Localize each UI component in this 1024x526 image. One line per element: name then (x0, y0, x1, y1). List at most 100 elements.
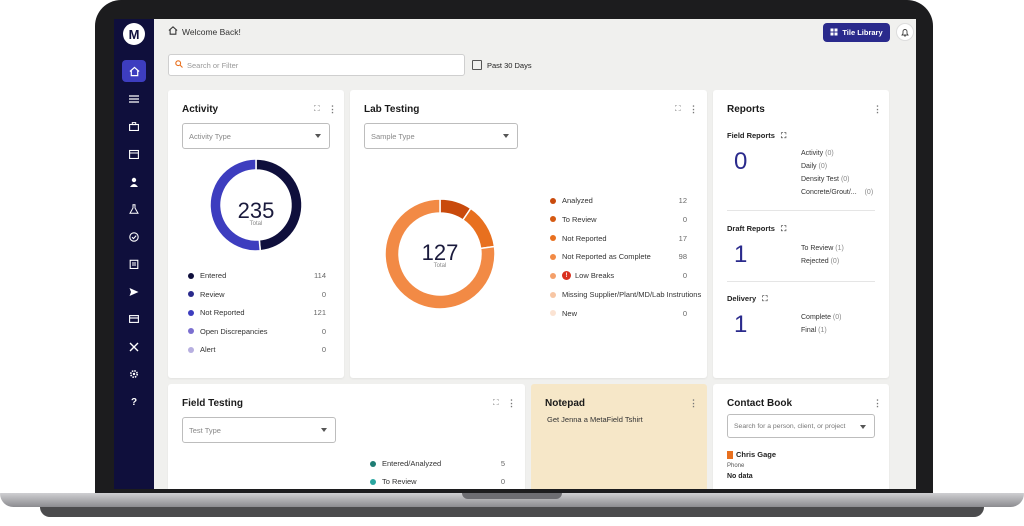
briefcase-icon[interactable] (122, 115, 146, 137)
expand-icon[interactable]: ⛶ (781, 224, 787, 233)
contact-book-card: Contact Book ⋮ Search for a person, clie… (713, 384, 889, 489)
reports-title: Reports (727, 104, 765, 115)
legend-value: 121 (313, 308, 326, 317)
legend-value: 0 (682, 271, 687, 281)
more-icon[interactable]: ⋮ (328, 104, 337, 114)
search-input[interactable]: Search or Filter (168, 54, 465, 76)
legend-label: Missing Supplier/Plant/MD/Lab Instrution… (562, 290, 702, 299)
legend-label: Alert (200, 345, 216, 354)
date-range-picker[interactable]: Past 30 Days (472, 54, 532, 76)
legend-dot (550, 235, 556, 242)
report-item[interactable]: Final (1) (801, 327, 827, 334)
expand-icon[interactable]: ⛶ (314, 104, 320, 113)
contact-search-placeholder: Search for a person, client, or project (734, 422, 846, 430)
expand-icon[interactable]: ⛶ (781, 131, 787, 140)
more-icon[interactable]: ⋮ (873, 104, 882, 114)
legend-item[interactable]: Analyzed (550, 196, 593, 205)
tools-icon[interactable] (122, 336, 146, 358)
report-item[interactable]: To Review (1) (801, 245, 844, 252)
legend-item[interactable]: To Review (370, 477, 417, 486)
field-testing-title: Field Testing (182, 398, 243, 409)
legend-item[interactable]: Open Discrepancies (188, 327, 268, 336)
list-icon[interactable] (122, 88, 146, 110)
expand-icon[interactable]: ⛶ (493, 398, 499, 407)
activity-type-select[interactable]: Activity Type (182, 123, 330, 149)
legend-item[interactable]: To Review (550, 215, 597, 224)
calendar-icon[interactable] (122, 143, 146, 165)
select-placeholder: Activity Type (189, 131, 231, 141)
legend-value: 0 (321, 345, 326, 354)
legend-dot (550, 272, 556, 279)
tiles-icon (830, 28, 838, 38)
help-icon[interactable]: ? (130, 396, 138, 408)
activity-donut-chart (209, 158, 303, 252)
legend-label: Entered (200, 271, 227, 280)
more-icon[interactable]: ⋮ (873, 398, 882, 408)
legend-dot (188, 346, 194, 353)
legend-item[interactable]: Not Reported as Complete (550, 252, 651, 261)
report-item[interactable]: Daily (0) (801, 163, 828, 170)
top-bar: Welcome Back! Tile Library (154, 19, 916, 45)
person-icon[interactable] (122, 171, 146, 193)
legend-label: Not Reported (562, 233, 607, 243)
chevron-down-icon (860, 425, 866, 429)
donut-slice-not-reported-as-complete[interactable] (384, 198, 496, 310)
notepad-card: Notepad ⋮ Get Jenna a MetaField Tshirt (531, 384, 707, 489)
legend-value: 114 (314, 271, 326, 280)
calendar-icon (472, 60, 482, 70)
select-placeholder: Sample Type (371, 131, 415, 141)
legend-value: 0 (500, 477, 505, 486)
legend-label: Not Reported (200, 308, 245, 317)
notepad-title: Notepad (545, 398, 585, 409)
app-screen: M (114, 19, 916, 489)
legend-item[interactable]: Not Reported (188, 308, 245, 317)
contact-book-title: Contact Book (727, 398, 792, 409)
more-icon[interactable]: ⋮ (507, 398, 516, 408)
report-item[interactable]: Concrete/Grout/... (0) (801, 189, 874, 196)
send-icon[interactable] (122, 281, 146, 303)
expand-icon[interactable]: ⛶ (762, 294, 768, 303)
legend-label: New (562, 308, 578, 318)
report-item[interactable]: Rejected (0) (801, 258, 840, 265)
sample-type-select[interactable]: Sample Type (364, 123, 518, 149)
tile-library-button[interactable]: Tile Library (823, 23, 890, 42)
report-item[interactable]: Density Test (0) (801, 176, 850, 183)
note-text[interactable]: Get Jenna a MetaField Tshirt (547, 415, 643, 424)
bell-icon[interactable] (896, 23, 914, 41)
legend-item[interactable]: New (550, 309, 577, 318)
legend-item[interactable]: Alert (188, 345, 215, 354)
clipboard-icon[interactable] (122, 253, 146, 275)
expand-icon[interactable]: ⛶ (675, 104, 681, 113)
legend-label: Low Breaks (575, 271, 615, 281)
more-icon[interactable]: ⋮ (689, 398, 698, 408)
report-item[interactable]: Complete (0) (801, 314, 842, 321)
contact-search-input[interactable]: Search for a person, client, or project (727, 414, 875, 438)
legend-item[interactable]: ! Low Breaks (550, 271, 615, 281)
home-icon[interactable] (168, 26, 178, 37)
more-icon[interactable]: ⋮ (689, 104, 698, 114)
donut-slice-not-reported[interactable] (209, 158, 262, 252)
legend-item[interactable]: Entered (188, 271, 226, 280)
check-circle-icon[interactable] (122, 226, 146, 248)
legend-item[interactable]: Missing Supplier/Plant/MD/Lab Instrution… (550, 290, 701, 299)
legend-item[interactable]: Entered/Analyzed (370, 459, 441, 468)
date-range-label: Past 30 Days (487, 60, 532, 70)
legend-value: 98 (678, 252, 687, 262)
contact-entry[interactable]: Chris Gage (727, 450, 776, 459)
report-item[interactable]: Activity (0) (801, 150, 834, 157)
flask-icon[interactable] (122, 198, 146, 220)
app-logo[interactable]: M (123, 23, 145, 45)
card-icon[interactable] (122, 308, 146, 330)
test-type-select[interactable]: Test Type (182, 417, 336, 443)
legend-value: 0 (682, 308, 687, 318)
gear-icon[interactable] (122, 363, 146, 385)
select-placeholder: Test Type (189, 425, 221, 435)
lab-donut-chart (384, 198, 496, 310)
home-icon[interactable] (122, 60, 146, 82)
legend-item[interactable]: Not Reported (550, 234, 607, 243)
legend-label: Review (200, 289, 225, 299)
legend-item[interactable]: Review (188, 290, 225, 299)
lab-testing-card: Lab Testing ⛶ ⋮ Sample Type 127 Total An… (350, 90, 707, 378)
contact-name: Chris Gage (736, 450, 777, 459)
bookmark-icon (727, 450, 733, 459)
